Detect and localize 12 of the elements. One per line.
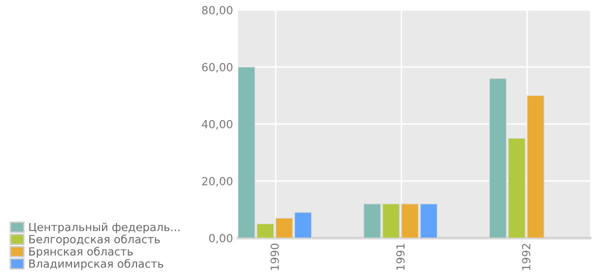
legend-label: Центральный федераль... — [29, 222, 180, 234]
y-tick-label: 40,00 — [202, 120, 232, 130]
y-tick-label: 0,00 — [209, 234, 232, 244]
y-tick-label: 80,00 — [202, 6, 232, 16]
x-tick-label: 1992 — [522, 244, 530, 270]
legend-label: Белгородская область — [29, 234, 160, 246]
y-tick-label: 60,00 — [202, 62, 232, 73]
legend-label: Брянская область — [29, 246, 133, 258]
y-tick-label: 20,00 — [202, 176, 232, 187]
x-tick-label: 1990 — [270, 244, 279, 270]
x-tick-label: 1991 — [396, 244, 405, 270]
legend-label: Владимирская область — [29, 259, 164, 270]
